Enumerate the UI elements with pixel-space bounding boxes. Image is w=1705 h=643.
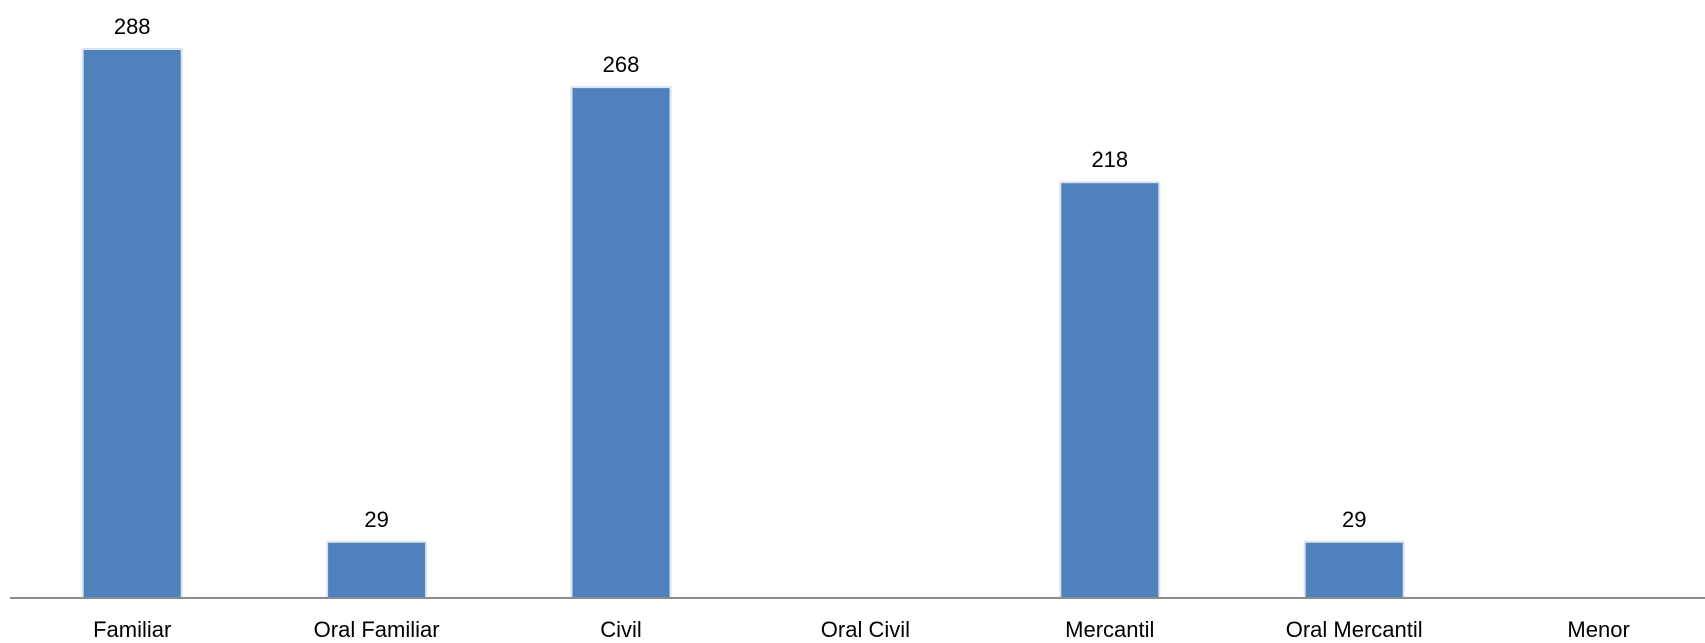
data-label-mercantil: 218: [1091, 147, 1128, 172]
bar-civil: [572, 88, 670, 598]
category-label-oral-mercantil: Oral Mercantil: [1286, 617, 1423, 642]
data-label-familiar: 288: [114, 14, 151, 39]
data-labels-layer: 288 29 268 218 29: [114, 14, 1367, 532]
category-label-oral-civil: Oral Civil: [821, 617, 910, 642]
bar-mercantil: [1061, 183, 1159, 598]
category-label-mercantil: Mercantil: [1065, 617, 1154, 642]
data-label-oral-mercantil: 29: [1342, 507, 1366, 532]
category-label-civil: Civil: [600, 617, 642, 642]
bars-layer: [81, 48, 1405, 598]
data-label-oral-familiar: 29: [364, 507, 388, 532]
bar-oral-mercantil: [1305, 542, 1403, 598]
data-label-civil: 268: [603, 52, 640, 77]
bar-familiar: [83, 50, 181, 598]
category-labels-layer: Familiar Oral Familiar Civil Oral Civil Merc…: [93, 617, 1630, 642]
category-label-familiar: Familiar: [93, 617, 171, 642]
bar-oral-familiar: [328, 542, 426, 598]
category-label-oral-familiar: Oral Familiar: [314, 617, 440, 642]
category-label-menor: Menor: [1567, 617, 1629, 642]
